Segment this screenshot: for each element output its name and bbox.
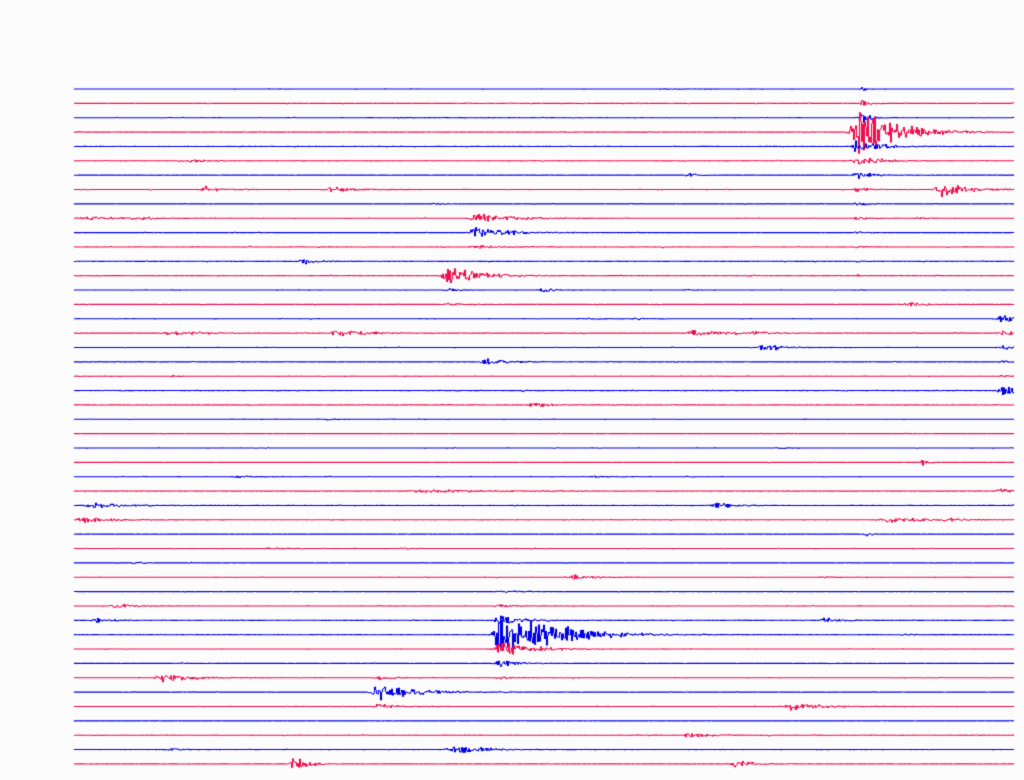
helicorder-page: HP Prodromos 2021-02-02 Applied filter: …: [0, 0, 1024, 780]
seismogram-traces: [0, 0, 1024, 780]
